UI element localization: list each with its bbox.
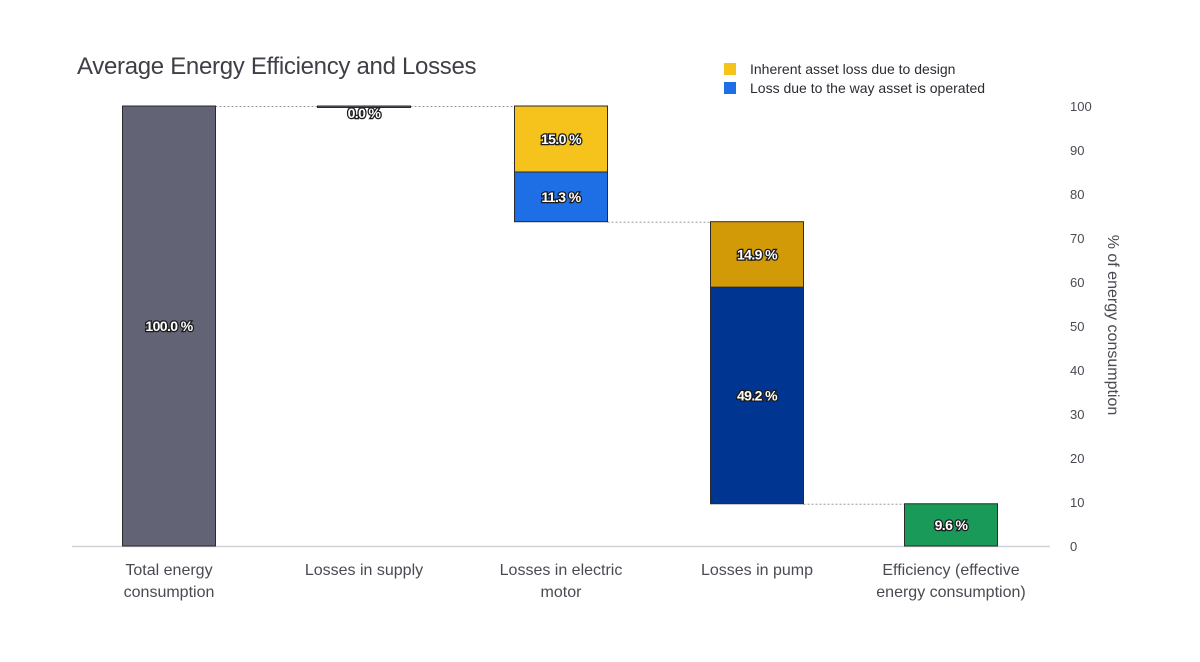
y-tick-label-20: 20 [1070,451,1084,466]
category-label-2-1: Losses in electric [500,562,623,579]
bar-4-segment-1 [904,503,998,547]
data-label-2-2: 11.3 % [541,189,581,205]
category-label-4-1: Efficiency (effective [882,562,1019,579]
legend-swatch-operation-loss [724,82,736,94]
category-label-2-2: motor [541,584,583,601]
y-tick-label-80: 80 [1070,187,1084,202]
data-label-3-2: 49.2 % [737,388,778,404]
category-label-4-2: energy consumption) [876,584,1025,601]
y-tick-label-40: 40 [1070,363,1084,378]
legend-label-design-loss: Inherent asset loss due to design [750,61,956,77]
legend-item-design-loss: Inherent asset loss due to design [724,61,955,77]
bar-2-segment-2 [514,171,608,223]
data-label-0-1: 100.0 % [145,318,193,334]
data-label-3-1: 14.9 % [737,247,778,263]
y-tick-label-0: 0 [1070,539,1077,554]
category-label-0-2: consumption [124,584,215,601]
bar-1-segment-1 [317,105,411,108]
bar-3-segment-1 [710,221,804,288]
category-label-0-1: Total energy [125,562,212,579]
y-tick-label-50: 50 [1070,319,1084,334]
y-tick-label-90: 90 [1070,143,1084,158]
bar-0-segment-1 [122,105,216,547]
data-label-2-1: 15.0 % [541,131,582,147]
category-label-1-1: Losses in supply [305,562,423,579]
data-label-4-1: 9.6 % [935,517,969,533]
legend-swatch-design-loss [724,63,736,75]
chart-title: Average Energy Efficiency and Losses [77,53,477,80]
y-tick-label-60: 60 [1070,275,1084,290]
legend-label-operation-loss: Loss due to the way asset is operated [750,80,986,96]
legend-item-operation-loss: Loss due to the way asset is operated [724,80,985,96]
bar-3-segment-2 [710,286,804,505]
category-label-3-1: Losses in pump [701,562,813,579]
y-tick-label-70: 70 [1070,231,1084,246]
y-tick-label-30: 30 [1070,407,1084,422]
y-axis-title: % of energy consumption [1104,235,1121,416]
data-label-1-1: 0.0 % [348,105,382,121]
y-tick-label-100: 100 [1070,99,1092,114]
y-tick-label-10: 10 [1070,495,1084,510]
bar-2-segment-1 [514,105,608,173]
